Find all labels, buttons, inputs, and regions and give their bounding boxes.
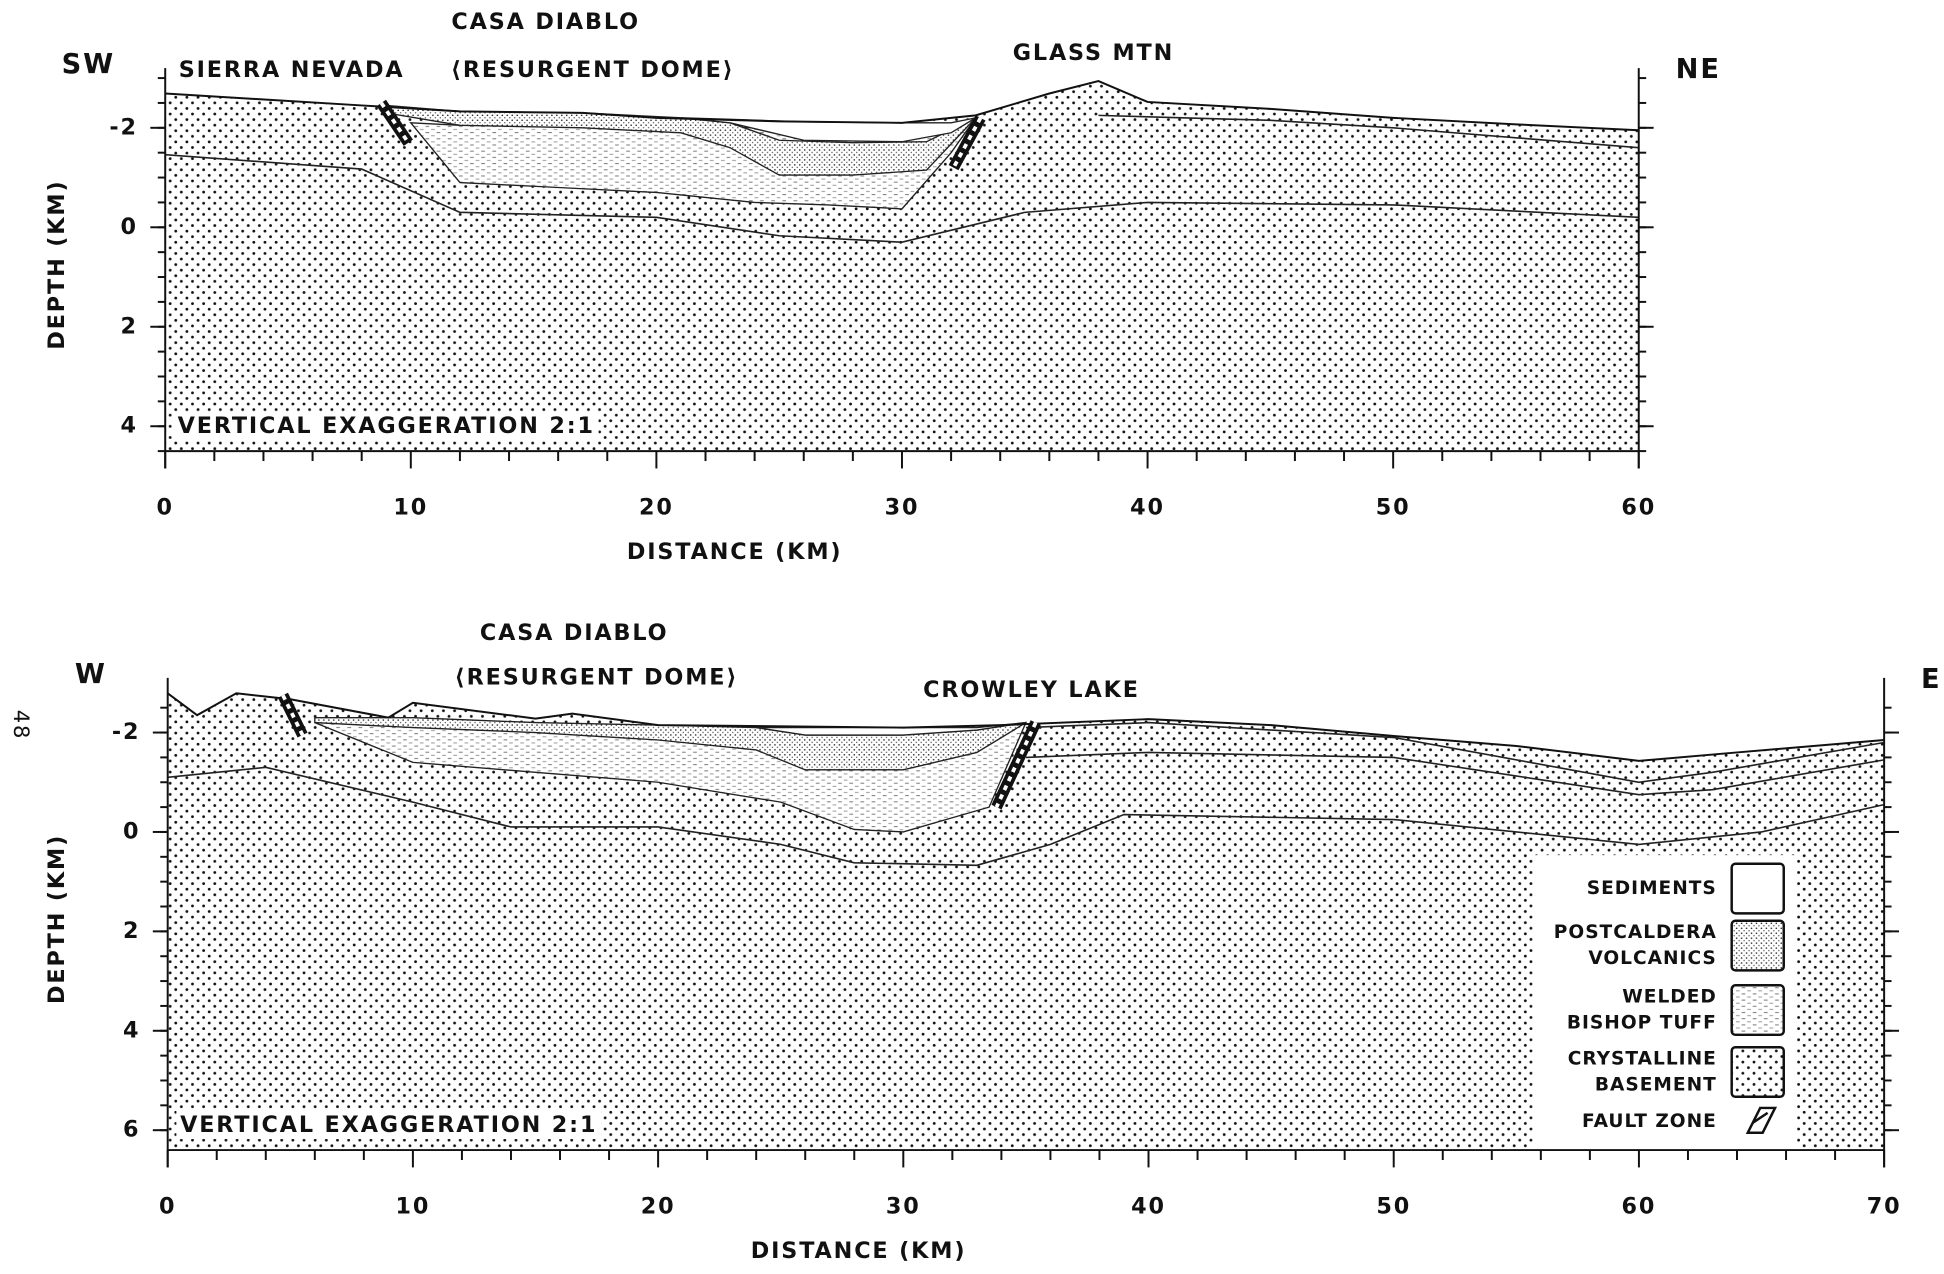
legend-label: CRYSTALLINE bbox=[1568, 1048, 1717, 1069]
x-tick-label: 10 bbox=[393, 495, 428, 521]
legend-label: SEDIMENTS bbox=[1587, 878, 1717, 899]
x-axis-title: DISTANCE (KM) bbox=[627, 539, 843, 565]
place-label: CASA DIABLO bbox=[451, 9, 640, 35]
y-tick-label: 6 bbox=[123, 1117, 140, 1143]
right-direction: NE bbox=[1676, 54, 1721, 85]
place-label: CROWLEY LAKE bbox=[923, 677, 1140, 703]
legend: SEDIMENTS POSTCALDERA VOLCANICS WELDED BISHO… bbox=[1535, 855, 1795, 1147]
legend-label: VOLCANICS bbox=[1588, 948, 1716, 969]
legend-swatch bbox=[1732, 921, 1784, 971]
x-tick-label: 20 bbox=[641, 1194, 676, 1220]
left-direction: SW bbox=[62, 49, 115, 80]
legend-swatch bbox=[1732, 1047, 1784, 1097]
x-tick-label: 0 bbox=[157, 495, 174, 521]
y-tick-label: 2 bbox=[123, 918, 140, 944]
y-tick-label: -2 bbox=[112, 719, 141, 745]
x-tick-label: 0 bbox=[159, 1194, 176, 1220]
y-tick-label: 0 bbox=[123, 818, 140, 844]
y-tick-label: 4 bbox=[123, 1017, 140, 1043]
legend-label: POSTCALDERA bbox=[1554, 922, 1717, 943]
figure: 48 0102030405060-2024DISTANCE (KM)DEPTH … bbox=[0, 0, 1944, 1274]
x-tick-label: 40 bbox=[1130, 495, 1165, 521]
place-label: GLASS MTN bbox=[1013, 40, 1174, 66]
place-label: ⟨RESURGENT DOME⟩ bbox=[451, 57, 735, 83]
y-tick-label: 4 bbox=[121, 413, 138, 439]
y-tick-label: 0 bbox=[121, 214, 138, 240]
x-tick-label: 60 bbox=[1621, 495, 1656, 521]
exaggeration-note: VERTICAL EXAGGERATION 2:1 bbox=[180, 1112, 597, 1138]
left-direction: W bbox=[75, 659, 107, 690]
cross-section bbox=[165, 81, 1639, 451]
page-number: 48 bbox=[9, 710, 34, 741]
legend-label: FAULT ZONE bbox=[1582, 1111, 1717, 1132]
x-tick-label: 50 bbox=[1376, 1194, 1411, 1220]
x-axis-title: DISTANCE (KM) bbox=[751, 1238, 967, 1264]
legend-label: WELDED bbox=[1622, 987, 1717, 1008]
x-tick-label: 10 bbox=[396, 1194, 431, 1220]
place-label: ⟨RESURGENT DOME⟩ bbox=[455, 664, 739, 690]
right-direction: E bbox=[1921, 664, 1941, 695]
x-tick-label: 40 bbox=[1131, 1194, 1166, 1220]
place-label: CASA DIABLO bbox=[480, 620, 669, 646]
y-tick-label: -2 bbox=[109, 114, 138, 140]
y-axis-title: DEPTH (KM) bbox=[44, 180, 70, 350]
y-tick-label: 2 bbox=[121, 313, 138, 339]
x-tick-label: 20 bbox=[639, 495, 674, 521]
x-tick-label: 70 bbox=[1867, 1194, 1902, 1220]
x-tick-label: 30 bbox=[886, 1194, 921, 1220]
legend-label: BASEMENT bbox=[1595, 1075, 1717, 1096]
x-tick-label: 30 bbox=[885, 495, 920, 521]
x-tick-label: 60 bbox=[1622, 1194, 1657, 1220]
exaggeration-note: VERTICAL EXAGGERATION 2:1 bbox=[178, 413, 595, 439]
y-axis-title: DEPTH (KM) bbox=[44, 834, 70, 1004]
legend-label: BISHOP TUFF bbox=[1567, 1013, 1717, 1034]
x-tick-label: 50 bbox=[1376, 495, 1411, 521]
place-label: SIERRA NEVADA bbox=[179, 57, 405, 83]
page: {"page_number": "48", "chart_data": [ {"… bbox=[0, 0, 1944, 1274]
legend-swatch bbox=[1732, 864, 1784, 914]
legend-swatch bbox=[1732, 985, 1784, 1035]
